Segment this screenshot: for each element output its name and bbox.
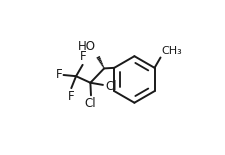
Text: CH₃: CH₃ xyxy=(161,46,182,56)
Text: HO: HO xyxy=(77,40,95,53)
Text: F: F xyxy=(67,90,74,103)
Text: Cl: Cl xyxy=(85,97,96,110)
Text: F: F xyxy=(56,69,62,82)
Text: F: F xyxy=(80,50,87,63)
Text: Cl: Cl xyxy=(106,80,117,93)
